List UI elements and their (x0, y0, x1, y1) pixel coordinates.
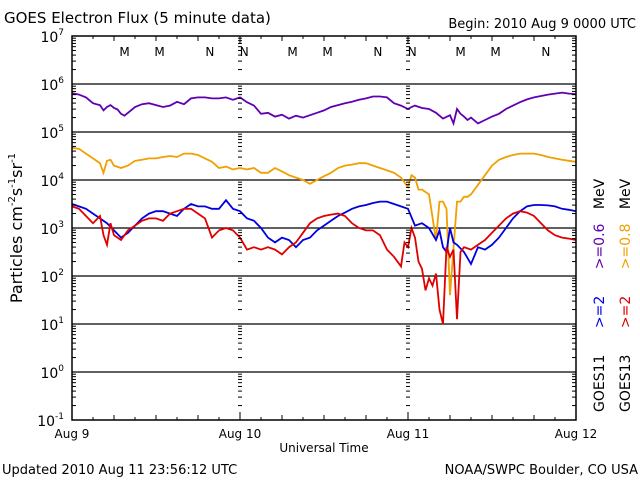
marker-label: N (541, 45, 550, 59)
marker-label: M (154, 45, 164, 59)
y-tick-label: 103 (40, 220, 64, 238)
series-line (71, 198, 577, 267)
legend-goes11-unit: MeV (592, 178, 608, 209)
y-tick-label: 106 (40, 76, 64, 94)
x-axis-label: Universal Time (279, 441, 368, 455)
svg-text:GOES11 >=2 >=0.6: GOES11 >=2 >=0.6 MeV (592, 178, 608, 412)
series-group (71, 91, 577, 325)
legend-goes13: GOES13 >=2 >=0.8 MeV (618, 178, 634, 412)
series-line (71, 91, 577, 127)
x-tick-label: Aug 10 (219, 427, 262, 441)
source-credit: NOAA/SWPC Boulder, CO USA (445, 463, 638, 478)
legend-goes13-2mev: >=2 (618, 296, 634, 328)
y-tick-label: 104 (40, 172, 64, 190)
y-tick-label: 101 (40, 316, 64, 334)
legend-goes13-name: GOES13 (618, 355, 634, 412)
marker-label: M (322, 45, 332, 59)
x-tick-label: Aug 12 (555, 427, 598, 441)
legend-goes11-name: GOES11 (592, 355, 608, 412)
y-axis: 107 106 105 104 103 102 101 100 10-1 (37, 28, 576, 430)
legend-goes11: GOES11 >=2 >=0.6 MeV (592, 178, 608, 412)
y-tick-label: 105 (40, 124, 64, 142)
legend-goes11-06mev: >=0.6 (592, 223, 608, 269)
updated-timestamp: Updated 2010 Aug 11 23:56:12 UTC (2, 463, 237, 478)
marker-label: M (455, 45, 465, 59)
marker-label: N (240, 45, 249, 59)
svg-text:GOES13 >=2 >=0.8: GOES13 >=2 >=0.8 MeV (618, 178, 634, 412)
marker-label: N (205, 45, 214, 59)
marker-label: M (119, 45, 129, 59)
svg-text:Particles cm-2s-1sr-1: Particles cm-2s-1sr-1 (7, 153, 26, 303)
legend-goes11-2mev: >=2 (592, 296, 608, 328)
marker-label: N (373, 45, 382, 59)
y-tick-label: 102 (40, 268, 64, 286)
legend-goes13-08mev: >=0.8 (618, 224, 634, 270)
chart-title: GOES Electron Flux (5 minute data) (4, 9, 271, 27)
marker-label: M (287, 45, 297, 59)
series-line (71, 205, 577, 325)
y-tick-label: 10-1 (37, 412, 64, 430)
series-line (71, 146, 577, 296)
y-tick-label: 107 (40, 28, 64, 46)
marker-label: N (408, 45, 417, 59)
x-tick-label: Aug 9 (55, 427, 90, 441)
y-axis-label: Particles cm-2s-1sr-1 (7, 153, 26, 303)
x-axis: Aug 9 Aug 10 Aug 11 Aug 12 (55, 36, 598, 441)
begin-label: Begin: 2010 Aug 9 0000 UTC (448, 17, 636, 32)
y-tick-label: 100 (40, 364, 64, 382)
marker-label: M (490, 45, 500, 59)
x-tick-label: Aug 11 (387, 427, 430, 441)
legend-goes13-unit: MeV (618, 178, 634, 209)
